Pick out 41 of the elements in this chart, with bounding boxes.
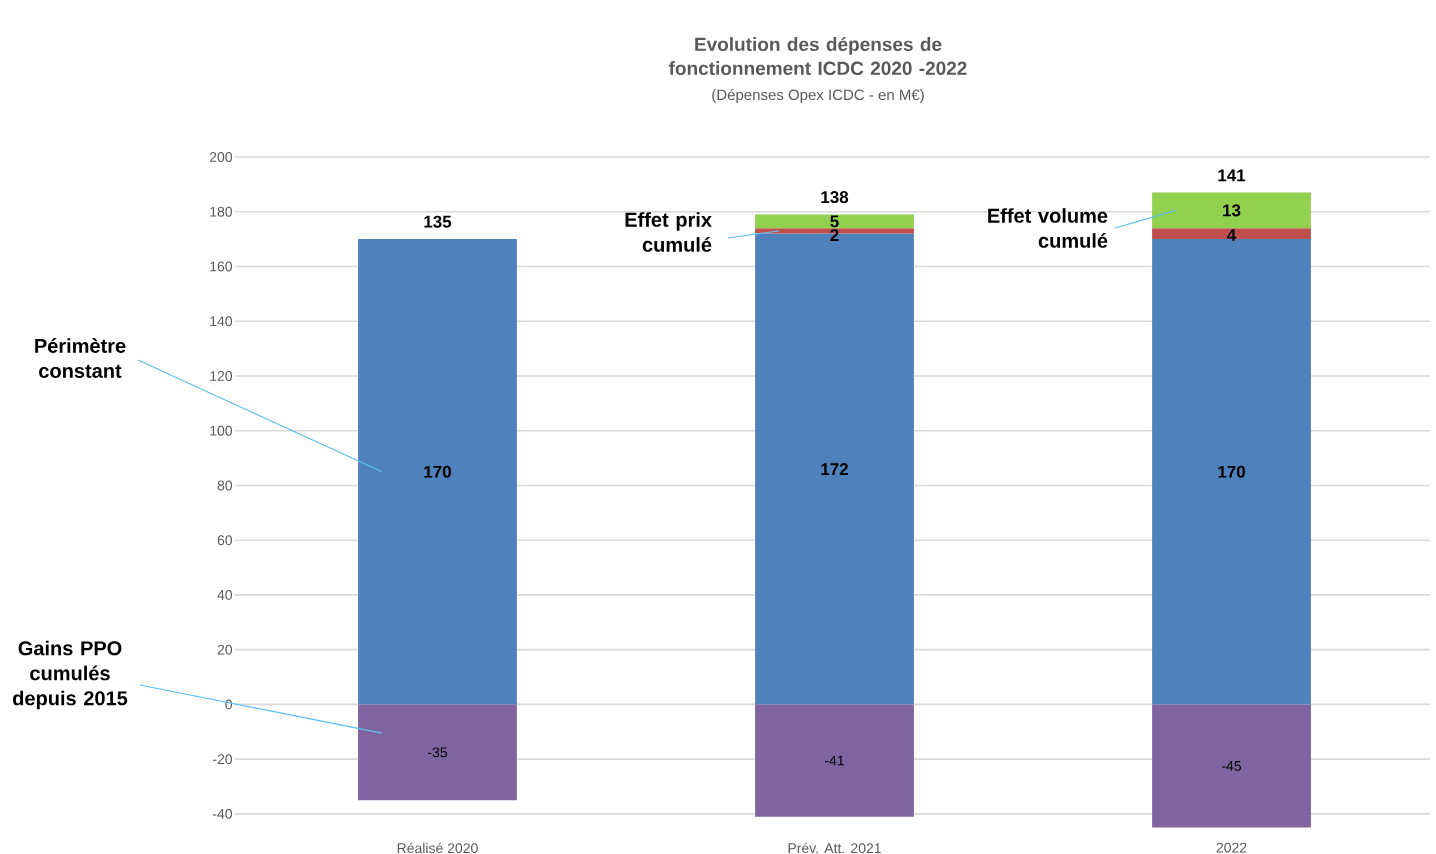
y-tick-label: 40	[217, 589, 233, 600]
bar	[1152, 228, 1311, 240]
y-tick-label: 120	[210, 371, 233, 381]
data-label: 172	[821, 463, 848, 475]
x-tick-label: Réalisé 2020	[397, 842, 478, 854]
data-label: 170	[424, 465, 451, 478]
total-label: 138	[821, 191, 849, 204]
text: Effet prix cumulé	[625, 212, 712, 252]
y-tick-label: 180	[210, 206, 233, 217]
x-tick-label: 2022	[1216, 842, 1247, 853]
y-tick-label: 200	[209, 152, 233, 162]
data-label: 5	[830, 215, 839, 228]
data-label: 4	[1227, 229, 1237, 241]
data-label: -41	[825, 755, 844, 766]
y-tick-label: 80	[217, 480, 233, 491]
bar	[755, 704, 914, 817]
y-tick-label: -40	[213, 808, 233, 819]
text: Effet volume cumulé	[988, 208, 1108, 248]
y-tick-label: 140	[210, 316, 233, 327]
y-tick-label: -20	[213, 754, 233, 765]
data-label: -35	[427, 747, 447, 758]
bar	[358, 239, 517, 705]
data-label: -45	[1222, 761, 1242, 771]
y-tick-label: 20	[217, 644, 233, 655]
text: Périmètre constant	[35, 338, 126, 378]
data-label: 170	[1218, 465, 1245, 478]
y-tick-label: 160	[210, 261, 233, 272]
total-label: 141	[1218, 169, 1246, 182]
bar	[1152, 192, 1311, 229]
bar	[1152, 239, 1311, 705]
y-tick-label: 100	[210, 425, 233, 436]
bar	[358, 704, 517, 801]
bar	[1152, 704, 1311, 828]
text: Gains PPO cumulés depuis 2015	[13, 640, 128, 710]
chart-subtitle: (Dépenses Opex ICDC - en M€)	[712, 88, 924, 104]
y-tick-label: 60	[217, 535, 233, 546]
data-label: 13	[1223, 204, 1241, 217]
x-tick-label: Prév. Att. 2021	[788, 842, 881, 854]
total-label: 135	[424, 215, 452, 228]
bar	[755, 214, 914, 229]
chart-title: Evolution des dépenses de fonctionnement ICDC 2020 -2022	[668, 36, 967, 76]
